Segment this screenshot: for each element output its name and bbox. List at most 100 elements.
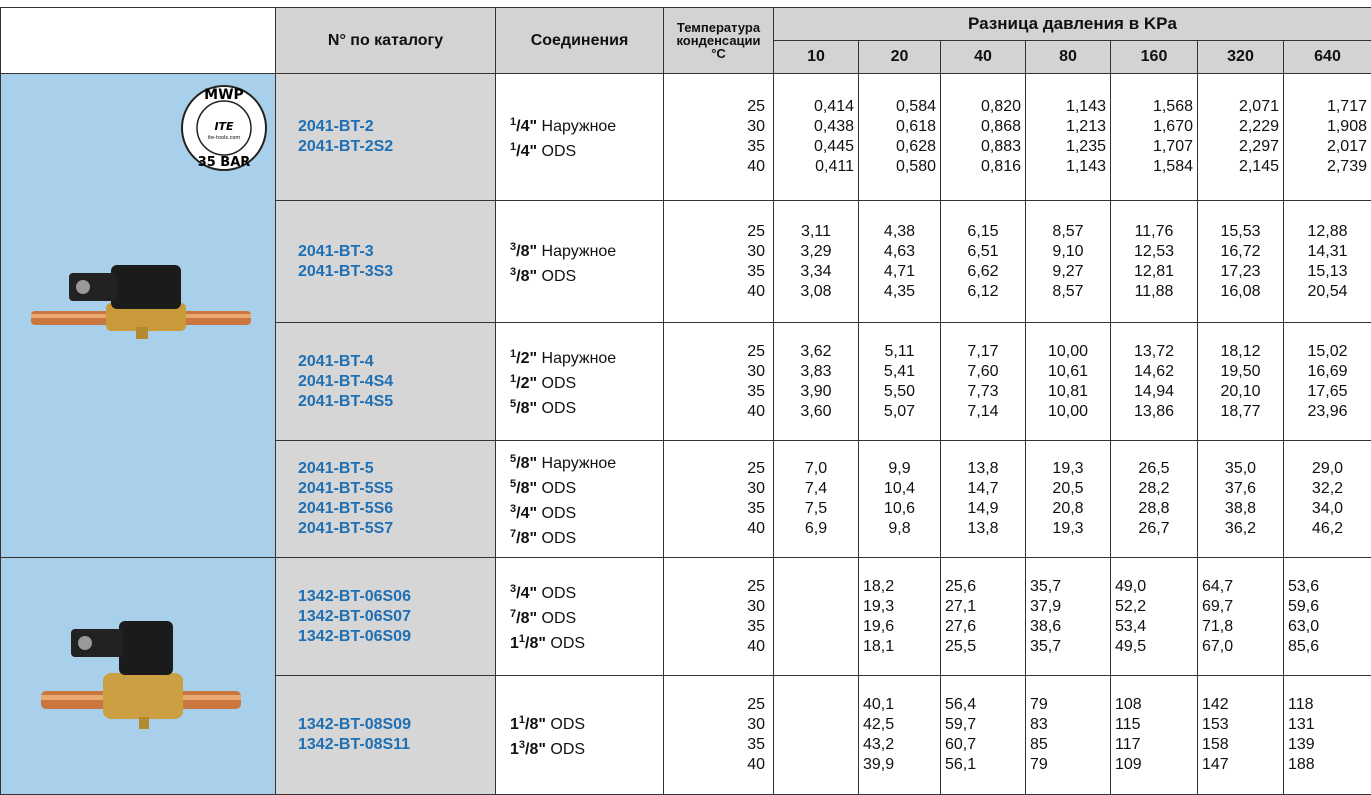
value: 12,81 [1115, 262, 1193, 282]
value: 59,6 [1288, 597, 1367, 617]
value: 49,0 [1115, 577, 1193, 597]
value: 3,08 [778, 282, 854, 302]
value: 20,10 [1202, 382, 1279, 402]
connection: 13/8" ODS [510, 735, 663, 760]
value: 0,820 [945, 97, 1021, 117]
catalog-number: 2041-BT-4S4 [298, 372, 495, 392]
value: 15,13 [1288, 262, 1367, 282]
connection-type: Наружное [542, 243, 617, 260]
value: 9,27 [1030, 262, 1106, 282]
value: 6,12 [945, 282, 1021, 302]
value: 14,62 [1115, 362, 1193, 382]
value: 13,8 [945, 459, 1021, 479]
value: 79 [1030, 695, 1106, 715]
value: 27,6 [945, 617, 1021, 637]
connection-type: ODS [542, 375, 577, 392]
value: 10,00 [1030, 342, 1106, 362]
value: 147 [1202, 755, 1279, 775]
value: 53,4 [1115, 617, 1193, 637]
value-cell [774, 676, 859, 795]
value: 5,41 [863, 362, 936, 382]
value: 11,76 [1115, 222, 1193, 242]
value: 35,7 [1030, 577, 1106, 597]
catalog-header: N° по каталогу [276, 8, 496, 74]
value: 1,670 [1115, 117, 1193, 137]
temperature: 25 [664, 97, 765, 117]
value: 19,3 [1030, 459, 1106, 479]
value: 7,73 [945, 382, 1021, 402]
value: 15,53 [1202, 222, 1279, 242]
value: 1,213 [1030, 117, 1106, 137]
connection: 3/8" ODS [510, 262, 663, 287]
value: 36,2 [1202, 519, 1279, 539]
value: 63,0 [1288, 617, 1367, 637]
size-whole: 1 [510, 716, 519, 733]
value: 38,8 [1202, 499, 1279, 519]
temperature: 25 [664, 459, 765, 479]
stamp-bottom: 35 BAR [198, 155, 251, 170]
connection-type: ODS [542, 143, 577, 160]
value: 7,0 [778, 459, 854, 479]
value: 142 [1202, 695, 1279, 715]
size-denominator: /8" [516, 455, 537, 472]
connection: 11/8" ODS [510, 629, 663, 654]
connection-type: ODS [550, 716, 585, 733]
temperature: 30 [664, 479, 765, 499]
value: 42,5 [863, 715, 936, 735]
catalog-number: 2041-BT-4S5 [298, 392, 495, 412]
value: 9,10 [1030, 242, 1106, 262]
value: 13,72 [1115, 342, 1193, 362]
value: 1,568 [1115, 97, 1193, 117]
value: 1,707 [1115, 137, 1193, 157]
value: 7,60 [945, 362, 1021, 382]
value: 37,6 [1202, 479, 1279, 499]
value: 3,34 [778, 262, 854, 282]
value: 25,6 [945, 577, 1021, 597]
size-denominator: /4" [516, 505, 537, 522]
value: 0,868 [945, 117, 1021, 137]
value: 10,6 [863, 499, 936, 519]
value: 15,02 [1288, 342, 1367, 362]
value: 6,62 [945, 262, 1021, 282]
catalog-number: 2041-BT-5S7 [298, 519, 495, 539]
temperature: 30 [664, 117, 765, 137]
value: 27,1 [945, 597, 1021, 617]
image-cell: MWP ITE ite-tools.com 35 BAR [1, 74, 276, 558]
blank-header [1, 8, 276, 74]
temperature: 35 [664, 382, 765, 402]
connection-type: Наружное [542, 350, 617, 367]
value: 28,8 [1115, 499, 1193, 519]
size-denominator: /8" [516, 480, 537, 497]
value: 2,071 [1202, 97, 1279, 117]
valve-image [31, 259, 251, 349]
value: 23,96 [1288, 402, 1367, 422]
value: 108 [1115, 695, 1193, 715]
pressure-header: Разница давления в KPa [774, 8, 1371, 41]
value: 56,1 [945, 755, 1021, 775]
catalog-number: 1342-BT-06S06 [298, 587, 495, 607]
value: 1,717 [1288, 97, 1367, 117]
connection: 1/2" ODS [510, 369, 663, 394]
empty-value [778, 695, 854, 715]
value: 0,445 [778, 137, 854, 157]
value: 118 [1288, 695, 1367, 715]
empty-value [778, 715, 854, 735]
pressure-column-header: 10 [774, 41, 859, 74]
